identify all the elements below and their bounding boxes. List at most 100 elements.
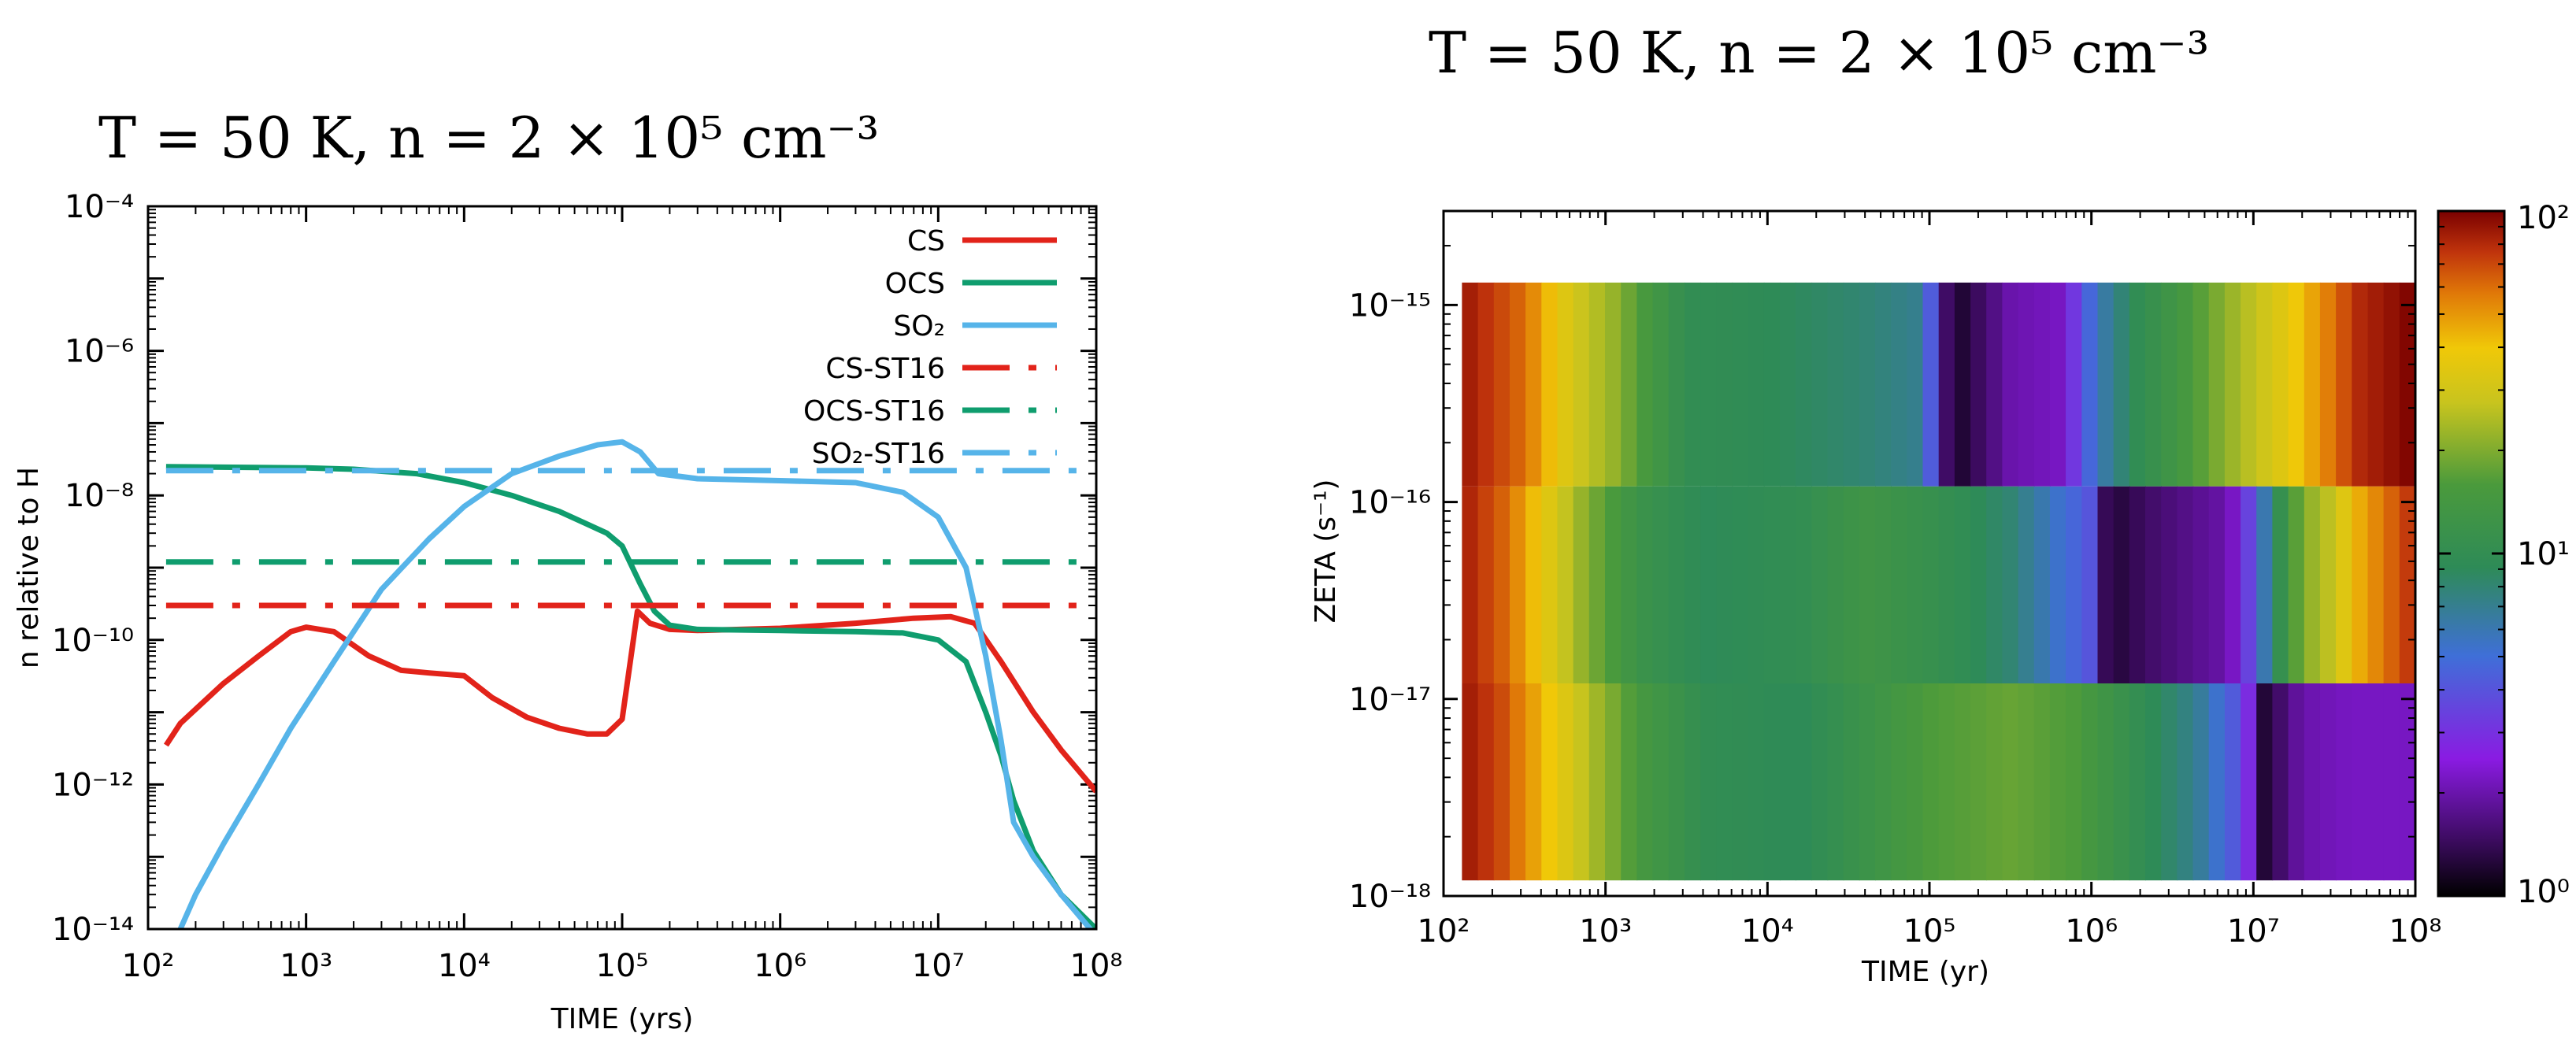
heatmap-cell (1907, 683, 1924, 881)
heatmap-cell (2161, 486, 2178, 683)
heatmap-cell (1859, 683, 1876, 881)
colorbar-tick-label: 10² (2517, 200, 2570, 236)
heatmap-cell (2129, 683, 2146, 881)
x-tick-label: 10⁷ (912, 948, 965, 984)
heatmap-cell (1907, 486, 1924, 683)
heatmap-title: T = 50 K, n = 2 × 10⁵ cm⁻³ (1429, 20, 2209, 86)
heatmap-cell (2336, 486, 2353, 683)
heatmap-cell (1986, 486, 2003, 683)
heatmap-cell (1748, 282, 1765, 487)
heatmap-y-tick-label: 10⁻¹⁶ (1349, 485, 1431, 521)
heatmap-cell (1732, 282, 1749, 487)
heatmap-cell (1541, 282, 1559, 487)
heatmap-cell (1462, 683, 1479, 881)
x-tick-label: 10³ (280, 948, 332, 984)
heatmap-cell (1907, 282, 1924, 487)
heatmap-cell (1573, 486, 1590, 683)
heatmap-cell (2002, 282, 2019, 487)
heatmap-x-tick-label: 10⁵ (1903, 913, 1956, 950)
heatmap-cell (1859, 282, 1876, 487)
heatmap-cell (1796, 486, 1813, 683)
x-tick-label: 10⁶ (754, 948, 806, 984)
heatmap-cell (2177, 282, 2194, 487)
heatmap-cell (1732, 486, 1749, 683)
x-axis-label: TIME (yrs) (550, 1003, 694, 1035)
heatmap-cell (1700, 486, 1718, 683)
heatmap-cell (2304, 683, 2321, 881)
y-tick-label: 10⁻¹² (52, 767, 134, 803)
heatmap-cell (1732, 683, 1749, 881)
heatmap-cell (1652, 486, 1670, 683)
heatmap-cell (1716, 282, 1733, 487)
heatmap-cell (1668, 683, 1685, 881)
heatmap-cell (1970, 486, 1988, 683)
heatmap-cell (1748, 683, 1765, 881)
heatmap-cell (1938, 282, 1955, 487)
heatmap-cell (1636, 486, 1654, 683)
heatmap-cell (1652, 683, 1670, 881)
heatmap-cell (1477, 683, 1495, 881)
heatmap-cell (2319, 486, 2337, 683)
heatmap-cell (2224, 683, 2241, 881)
heatmap-cell (1477, 282, 1495, 487)
heatmap-cell (2336, 683, 2353, 881)
heatmap-cell (1796, 683, 1813, 881)
heatmap-cell (2129, 486, 2146, 683)
line-chart: T = 50 K, n = 2 × 10⁵ cm⁻³ 10² 10³ 10⁴ 10⁵ 1… (13, 105, 1122, 1035)
series-line-so- (177, 439, 1095, 929)
y-tick-label: 10⁻⁴ (65, 189, 134, 225)
heatmap-cell (1922, 282, 1940, 487)
heatmap-cell (1922, 683, 1940, 881)
x-tick-label: 10⁸ (1070, 948, 1123, 984)
heatmap-cell (1875, 282, 1892, 487)
heatmap-cell (2288, 683, 2305, 881)
heatmap-cell (2383, 486, 2400, 683)
heatmap-cell (2399, 282, 2416, 487)
heatmap-cell (1510, 683, 1526, 881)
heatmap-cell (1588, 486, 1606, 683)
heatmap-cell (2241, 282, 2258, 487)
heatmap-cell (2272, 683, 2289, 881)
heatmap-cell (2319, 282, 2337, 487)
heatmap-cell (2033, 486, 2051, 683)
heatmap-cell (2224, 282, 2241, 487)
heatmap-cell (1462, 282, 1479, 487)
heatmap-x-tick-label: 10⁸ (2389, 913, 2442, 950)
heatmap-cell (1970, 683, 1988, 881)
heatmap-cell (2367, 282, 2385, 487)
heatmap-cell (2018, 683, 2035, 881)
heatmap-cell (2066, 282, 2083, 487)
heatmap-cell (2081, 683, 2099, 881)
heatmap-cell (1525, 486, 1543, 683)
heatmap-cell (2367, 683, 2385, 881)
heatmap-cell (1684, 486, 1701, 683)
legend-label: SO₂ (893, 310, 945, 342)
heatmap-cell (1716, 683, 1733, 881)
y-tick-label: 10⁻¹⁰ (52, 623, 134, 659)
heatmap-cell (1827, 486, 1844, 683)
heatmap-cell (1573, 683, 1590, 881)
heatmap-cell (1780, 683, 1796, 881)
heatmap-cell (2304, 282, 2321, 487)
heatmap-cell (1588, 683, 1606, 881)
heatmap-cell (2208, 486, 2226, 683)
heatmap-cell (1668, 282, 1685, 487)
heatmap-cell (2177, 486, 2194, 683)
legend-label: SO₂-ST16 (812, 438, 945, 470)
heatmap-y-tick-label: 10⁻¹⁵ (1349, 287, 1431, 324)
heatmap-tick-layer: 10² 10³ 10⁴ 10⁵ 10⁶ 10⁷ 10⁸ 10⁻¹⁸ 10⁻¹⁷ 10⁻¹⁶ 10⁻¹… (1349, 211, 2442, 950)
heatmap-cell (2192, 486, 2210, 683)
heatmap-cell (2049, 486, 2066, 683)
heatmap-cell (1780, 486, 1796, 683)
heatmap-cell (2002, 683, 2019, 881)
heatmap-cell (1843, 282, 1860, 487)
heatmap-cell (1605, 683, 1622, 881)
heatmap-cells (1462, 282, 2416, 881)
heatmap-cell (2288, 486, 2305, 683)
heatmap-cell (1541, 486, 1559, 683)
heatmap-cell (2383, 683, 2400, 881)
heatmap-cell (2161, 683, 2178, 881)
heatmap-title-text: T = 50 K, n = 2 × 10⁵ cm⁻³ (1429, 20, 2209, 86)
x-tick-label: 10⁵ (596, 948, 649, 984)
